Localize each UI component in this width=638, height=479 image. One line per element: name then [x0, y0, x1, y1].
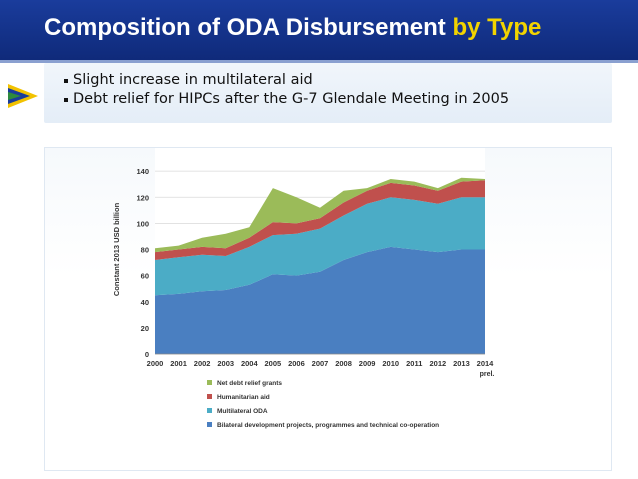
area-series: [155, 246, 485, 354]
legend-label: Multilateral ODA: [217, 408, 268, 415]
oda-stacked-area-chart: 0 20 40 60 80 100 120 140 160 2000 2001 2002 2003 200…: [112, 141, 495, 429]
bullet-list: Slight increase in multilateral aid Debt…: [64, 71, 509, 109]
x-tick-label: 2009: [359, 359, 376, 368]
bullet-item: Debt relief for HIPCs after the G-7 Glen…: [64, 90, 509, 109]
legend-label: Bilateral development projects, programm…: [217, 422, 439, 429]
x-tick-label: 2001: [170, 359, 187, 368]
slide-title: Composition of ODA Disbursement by Type: [44, 14, 541, 42]
y-tick-label: 40: [141, 298, 149, 307]
x-tick-sublabel: prel.: [480, 371, 495, 378]
legend-swatch: [207, 380, 212, 385]
legend-label: Net debt relief grants: [217, 380, 282, 387]
title-divider: [0, 60, 638, 63]
x-tick-label: 2004: [241, 359, 259, 368]
x-tick-label: 2014: [477, 359, 495, 368]
slide-title-main: Composition of ODA Disbursement: [44, 14, 453, 41]
chart-panel: 0 20 40 60 80 100 120 140 160 2000 2001 2002 2003 200…: [44, 141, 612, 471]
y-tick-label: 80: [141, 246, 149, 255]
x-tick-label: 2012: [430, 359, 447, 368]
legend-label: Humanitarian aid: [217, 394, 270, 401]
x-tick-label: 2010: [382, 359, 399, 368]
x-tick-label: 2007: [312, 359, 329, 368]
y-axis-title: Constant 2013 USD billion: [112, 202, 121, 296]
x-tick-label: 2005: [265, 359, 282, 368]
x-tick-label: 2011: [406, 359, 422, 368]
title-bar: Composition of ODA Disbursement by Type: [0, 0, 638, 60]
x-tick-label: 2000: [147, 359, 164, 368]
x-tick-label: 2013: [453, 359, 470, 368]
legend-swatch: [207, 394, 212, 399]
legend-swatch: [207, 422, 212, 427]
x-tick-label: 2006: [288, 359, 305, 368]
bullet-box: Slight increase in multilateral aid Debt…: [44, 63, 612, 123]
bullet-item: Slight increase in multilateral aid: [64, 71, 509, 90]
legend-swatch: [207, 408, 212, 413]
y-tick-label: 0: [145, 350, 149, 359]
y-tick-label: 140: [136, 167, 149, 176]
y-tick-label: 20: [141, 324, 149, 333]
slide-title-accent: by Type: [452, 14, 542, 41]
arrow-bullet-icon: [8, 84, 38, 108]
x-tick-label: 2003: [217, 359, 234, 368]
y-tick-label: 60: [141, 272, 149, 281]
y-tick-label: 100: [136, 219, 149, 228]
x-tick-label: 2002: [194, 359, 211, 368]
area-series: [155, 180, 485, 260]
x-tick-label: 2008: [335, 359, 352, 368]
area-series: [155, 197, 485, 296]
y-tick-label: 120: [136, 193, 149, 202]
y-tick-label: 160: [136, 148, 149, 150]
area-series: [155, 177, 485, 253]
